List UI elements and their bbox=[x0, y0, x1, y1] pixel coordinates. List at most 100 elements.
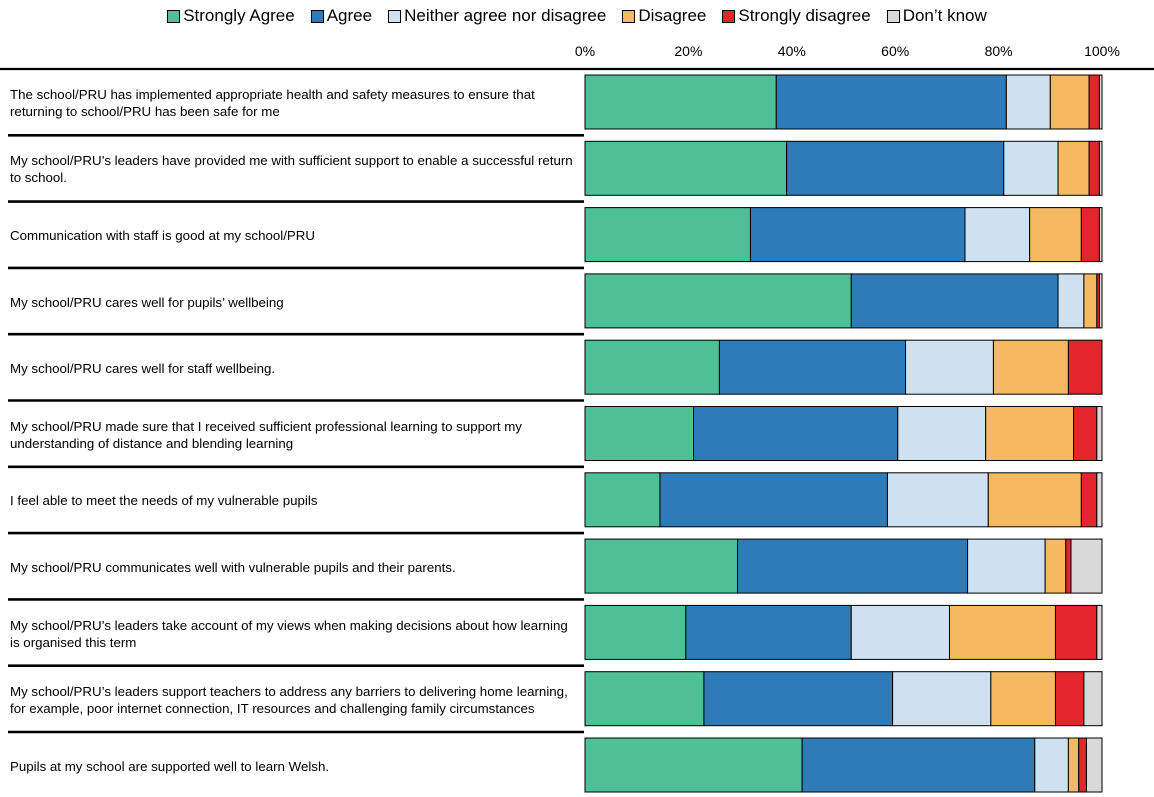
legend-swatch bbox=[722, 9, 736, 23]
bar-segment-strongly-agree bbox=[584, 538, 739, 594]
bar-segment-neither-agree-nor-disagree bbox=[897, 406, 987, 461]
bar-segment-disagree bbox=[1044, 538, 1067, 594]
legend-swatch bbox=[167, 9, 181, 23]
bar-segment-neither-agree-nor-disagree bbox=[1005, 74, 1051, 130]
legend-label: Strongly Agree bbox=[183, 6, 295, 25]
bar-segment-disagree bbox=[1029, 207, 1082, 263]
bar-segment-strongly-agree bbox=[584, 671, 705, 727]
bar-segment-disagree bbox=[992, 339, 1069, 395]
bar-segment-don-t-know bbox=[1085, 737, 1103, 793]
category-label: My school/PRU’s leaders have provided me… bbox=[10, 138, 580, 200]
legend-swatch bbox=[310, 9, 324, 23]
bar-segment-disagree bbox=[985, 406, 1075, 461]
legend-item-neither-agree-nor-disagree: Neither agree nor disagree bbox=[388, 6, 606, 26]
bar-segment-don-t-know bbox=[1098, 74, 1103, 130]
bars bbox=[584, 74, 1103, 793]
legend-swatch bbox=[622, 9, 636, 23]
category-label-text: My school/PRU’s leaders support teachers… bbox=[10, 683, 568, 716]
category-label: Pupils at my school are supported well t… bbox=[10, 735, 580, 797]
bar-segment-disagree bbox=[948, 604, 1056, 660]
bar-segment-disagree bbox=[1067, 737, 1080, 793]
bar-segment-neither-agree-nor-disagree bbox=[1057, 273, 1085, 329]
bar-segment-neither-agree-nor-disagree bbox=[1003, 140, 1059, 196]
legend-label: Strongly disagree bbox=[738, 6, 871, 25]
category-label: My school/PRU made sure that I received … bbox=[10, 404, 580, 466]
category-label: My school/PRU’s leaders take account of … bbox=[10, 602, 580, 664]
bar-segment-strongly-disagree bbox=[1088, 140, 1100, 196]
category-label: I feel able to meet the needs of my vuln… bbox=[10, 470, 580, 532]
bar-segment-strongly-disagree bbox=[1080, 207, 1100, 263]
legend-swatch bbox=[886, 9, 900, 23]
category-label: The school/PRU has implemented appropria… bbox=[10, 72, 580, 134]
legend-swatch bbox=[388, 9, 402, 23]
bar-segment-agree bbox=[659, 472, 888, 528]
legend-label: Neither agree nor disagree bbox=[404, 6, 607, 25]
legend-item-disagree: Disagree bbox=[622, 6, 706, 26]
bar-segment-don-t-know bbox=[1070, 538, 1103, 594]
legend-item-agree: Agree bbox=[310, 6, 373, 26]
row-dividers bbox=[0, 67, 1154, 734]
bar-segment-don-t-know bbox=[1098, 207, 1103, 263]
bar-segment-strongly-agree bbox=[584, 207, 751, 263]
x-axis: 0% 20% 40% 60% 80% 100% bbox=[575, 43, 1120, 59]
bar-segment-strongly-disagree bbox=[1078, 737, 1087, 793]
category-label: My school/PRU’s leaders support teachers… bbox=[10, 669, 580, 731]
bar-segment-strongly-agree bbox=[584, 273, 852, 329]
category-label: Communication with staff is good at my s… bbox=[10, 205, 580, 267]
bar-segment-agree bbox=[775, 74, 1007, 130]
x-tick-label: 0% bbox=[575, 43, 595, 59]
category-label-text: My school/PRU cares well for staff wellb… bbox=[10, 360, 276, 376]
x-tick-label: 60% bbox=[881, 43, 909, 59]
category-label: My school/PRU communicates well with vul… bbox=[10, 536, 580, 598]
bar-segment-agree bbox=[749, 207, 966, 263]
bar-segment-strongly-agree bbox=[584, 406, 695, 461]
bar-segment-don-t-know bbox=[1096, 472, 1103, 528]
bar-segment-strongly-agree bbox=[584, 604, 687, 660]
category-label-text: My school/PRU cares well for pupils’ wel… bbox=[10, 294, 284, 310]
legend-label: Agree bbox=[326, 6, 373, 25]
bar-segment-agree bbox=[786, 140, 1005, 196]
bar-segment-strongly-disagree bbox=[1054, 671, 1085, 727]
legend-item-don-t-know: Don’t know bbox=[886, 6, 987, 26]
bar-segment-agree bbox=[737, 538, 969, 594]
bar-segment-strongly-disagree bbox=[1088, 74, 1100, 130]
bar-segment-agree bbox=[703, 671, 894, 727]
bar-segment-strongly-disagree bbox=[1067, 339, 1103, 395]
bar-segment-don-t-know bbox=[1096, 406, 1103, 461]
legend-item-strongly-disagree: Strongly disagree bbox=[722, 6, 871, 26]
bar-segment-strongly-disagree bbox=[1073, 406, 1098, 461]
category-label-text: My school/PRU’s leaders take account of … bbox=[10, 617, 568, 650]
category-label-text: My school/PRU communicates well with vul… bbox=[10, 559, 456, 575]
bar-segment-agree bbox=[685, 604, 852, 660]
bar-segment-strongly-disagree bbox=[1065, 538, 1072, 594]
bar-segment-agree bbox=[693, 406, 899, 461]
x-tick-label: 40% bbox=[778, 43, 806, 59]
bar-segment-strongly-agree bbox=[584, 74, 777, 130]
bar-segment-strongly-agree bbox=[584, 140, 788, 196]
bar-segment-agree bbox=[850, 273, 1059, 329]
bar-segment-neither-agree-nor-disagree bbox=[905, 339, 994, 395]
bar-segment-strongly-agree bbox=[584, 737, 803, 793]
bar-segment-neither-agree-nor-disagree bbox=[1034, 737, 1069, 793]
bar-segment-neither-agree-nor-disagree bbox=[892, 671, 992, 727]
bar-segment-neither-agree-nor-disagree bbox=[964, 207, 1031, 263]
bar-segment-don-t-know bbox=[1098, 273, 1103, 329]
bar-segment-disagree bbox=[1083, 273, 1098, 329]
bar-segment-strongly-agree bbox=[584, 339, 720, 395]
bar-segment-neither-agree-nor-disagree bbox=[850, 604, 950, 660]
category-label-text: Communication with staff is good at my s… bbox=[10, 228, 315, 244]
category-label-text: I feel able to meet the needs of my vuln… bbox=[10, 493, 318, 509]
bar-segment-neither-agree-nor-disagree bbox=[967, 538, 1046, 594]
bar-segment-disagree bbox=[987, 472, 1082, 528]
legend-label: Don’t know bbox=[902, 6, 987, 25]
bar-segment-strongly-agree bbox=[584, 472, 661, 528]
bar-segment-agree bbox=[718, 339, 907, 395]
category-label-text: The school/PRU has implemented appropria… bbox=[10, 87, 535, 120]
bar-segment-don-t-know bbox=[1098, 140, 1103, 196]
category-label: My school/PRU cares well for staff wellb… bbox=[10, 337, 580, 399]
bar-segment-strongly-disagree bbox=[1054, 604, 1098, 660]
x-tick-label: 100% bbox=[1084, 43, 1120, 59]
x-tick-label: 20% bbox=[674, 43, 702, 59]
bar-segment-don-t-know bbox=[1096, 604, 1103, 660]
